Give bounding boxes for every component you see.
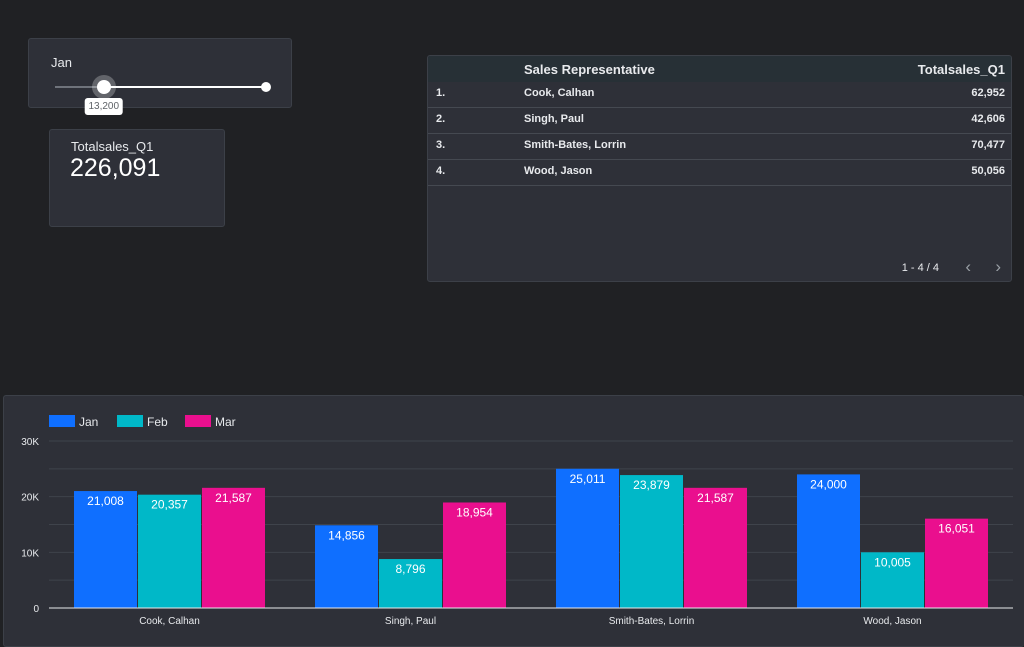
y-tick-label: 30K bbox=[21, 437, 39, 448]
row-total: 62,952 bbox=[971, 87, 1005, 99]
x-tick-label: Smith-Bates, Lorrin bbox=[609, 616, 695, 627]
row-total: 50,056 bbox=[971, 165, 1005, 177]
legend-swatch-mar bbox=[185, 415, 211, 427]
bar-mar[interactable] bbox=[443, 502, 506, 608]
bar-mar[interactable] bbox=[925, 518, 988, 608]
bar-data-label: 21,587 bbox=[215, 491, 252, 505]
slider-fill bbox=[103, 86, 267, 88]
bar-chart-svg: 30K 20K 10K 0 21,008 20,357 21,587 Cook, Calhan… bbox=[21, 415, 1013, 627]
bar-data-label: 10,005 bbox=[874, 555, 911, 569]
bar-feb[interactable] bbox=[379, 559, 442, 608]
legend-label-jan[interactable]: Jan bbox=[79, 415, 98, 429]
table-header: Sales Representative Totalsales_Q1 bbox=[428, 56, 1011, 82]
row-rep: Singh, Paul bbox=[524, 113, 584, 125]
bar-data-label: 25,011 bbox=[570, 472, 606, 486]
monthly-sales-bar-chart: 30K 20K 10K 0 21,008 20,357 21,587 Cook, Calhan… bbox=[3, 395, 1024, 647]
bar-data-label: 24,000 bbox=[810, 477, 847, 491]
pagination-label: 1 - 4 / 4 bbox=[901, 262, 939, 274]
table-row[interactable]: 4. Wood, Jason 50,056 bbox=[428, 160, 1011, 186]
slider-value-tooltip: 13,200 bbox=[84, 98, 124, 115]
legend-label-mar[interactable]: Mar bbox=[215, 415, 236, 429]
bar-feb[interactable] bbox=[138, 494, 201, 608]
bar-jan[interactable] bbox=[797, 474, 860, 608]
legend-label-feb[interactable]: Feb bbox=[147, 415, 168, 429]
row-rep: Wood, Jason bbox=[524, 165, 593, 177]
row-total: 70,477 bbox=[971, 139, 1005, 151]
bar-data-label: 18,954 bbox=[456, 505, 493, 519]
y-tick-label: 0 bbox=[33, 604, 39, 615]
bar-data-label: 21,008 bbox=[87, 494, 124, 508]
row-index: 2. bbox=[436, 113, 446, 125]
row-rep: Cook, Calhan bbox=[524, 87, 595, 99]
y-tick-label: 10K bbox=[21, 548, 39, 559]
sales-rep-table: Sales Representative Totalsales_Q1 1. Co… bbox=[427, 55, 1012, 282]
legend-swatch-feb bbox=[117, 415, 143, 427]
bar-mar[interactable] bbox=[202, 487, 265, 608]
column-header-sales-representative[interactable]: Sales Representative bbox=[524, 62, 655, 77]
row-index: 3. bbox=[436, 139, 446, 151]
row-total: 42,606 bbox=[971, 113, 1005, 125]
bar-jan[interactable] bbox=[315, 525, 378, 608]
column-header-totalsales[interactable]: Totalsales_Q1 bbox=[917, 62, 1005, 77]
bar-data-label: 14,856 bbox=[328, 528, 365, 542]
bar-mar[interactable] bbox=[684, 487, 747, 608]
slider-title: Jan bbox=[51, 55, 72, 70]
slider-min-handle[interactable] bbox=[96, 80, 111, 94]
bar-data-label: 8,796 bbox=[395, 562, 425, 576]
scorecard-label: Totalsales_Q1 bbox=[71, 139, 154, 154]
row-index: 4. bbox=[436, 165, 446, 177]
table-row[interactable]: 2. Singh, Paul 42,606 bbox=[428, 108, 1011, 134]
bar-feb[interactable] bbox=[861, 552, 924, 608]
bar-data-label: 21,587 bbox=[697, 491, 734, 505]
x-tick-label: Wood, Jason bbox=[863, 616, 921, 627]
bar-data-label: 16,051 bbox=[938, 522, 975, 536]
row-rep: Smith-Bates, Lorrin bbox=[524, 139, 627, 151]
table-row[interactable]: 1. Cook, Calhan 62,952 bbox=[428, 82, 1011, 108]
bar-data-label: 20,357 bbox=[151, 498, 188, 512]
table-row[interactable]: 3. Smith-Bates, Lorrin 70,477 bbox=[428, 134, 1011, 160]
chevron-right-icon[interactable]: › bbox=[995, 257, 1001, 276]
y-tick-label: 20K bbox=[21, 493, 39, 504]
bar-data-label: 23,879 bbox=[633, 478, 670, 492]
chevron-left-icon[interactable]: ‹ bbox=[965, 257, 971, 276]
x-tick-label: Singh, Paul bbox=[385, 616, 436, 627]
x-tick-label: Cook, Calhan bbox=[139, 616, 200, 627]
month-slider-control: Jan 13,200 bbox=[28, 38, 292, 115]
slider-track[interactable]: 13,200 bbox=[55, 80, 271, 115]
bar-jan[interactable] bbox=[74, 491, 137, 608]
slider-max-handle[interactable] bbox=[261, 82, 271, 92]
bar-feb[interactable] bbox=[620, 475, 683, 608]
legend-swatch-jan bbox=[49, 415, 75, 427]
scorecard-value: 226,091 bbox=[70, 154, 161, 182]
total-sales-scorecard: Totalsales_Q1 226,091 bbox=[49, 129, 225, 227]
bar-jan[interactable] bbox=[556, 468, 619, 608]
row-index: 1. bbox=[436, 87, 446, 99]
